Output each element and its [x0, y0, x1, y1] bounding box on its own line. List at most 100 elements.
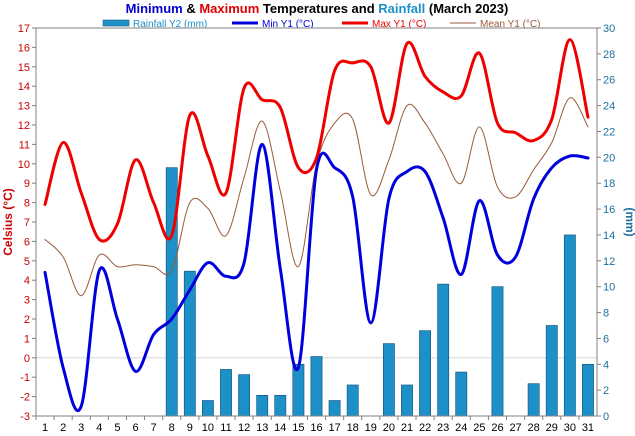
y-right-tick-label: 6: [603, 333, 609, 345]
x-tick-label: 5: [114, 422, 120, 434]
y-left-tick-label: 6: [24, 236, 30, 248]
y-left-tick-label: -1: [20, 372, 30, 384]
y-left-tick-label: 12: [18, 120, 30, 132]
chart-title-part-3: Temperatures and: [259, 1, 378, 16]
temperature-lines: [43, 38, 590, 413]
y-left-tick-label: -2: [20, 392, 30, 404]
y-right-tick-label: 2: [603, 385, 609, 397]
rainfall-bar-day-31: [582, 363, 594, 417]
x-tick-label: 18: [347, 422, 359, 434]
y-right-tick-label: 20: [603, 152, 615, 164]
x-tick-label: 19: [365, 422, 377, 434]
x-tick-label: 8: [169, 422, 175, 434]
rainfall-bar-day-15: [292, 363, 305, 417]
y-left-tick-label: 13: [18, 101, 30, 113]
x-tick-label: 4: [96, 422, 102, 434]
y-right-tick-label: 16: [603, 204, 615, 216]
y-axis-right-title: (mm): [623, 207, 635, 236]
x-tick-label: 10: [202, 422, 214, 434]
x-tick-label: 24: [455, 422, 467, 434]
y-right-tick-label: 4: [603, 359, 609, 371]
rainfall-bar-day-14: [274, 395, 287, 417]
y-left-tick-label: 11: [19, 139, 30, 151]
y-left-tick-label: 0: [24, 353, 30, 365]
x-tick-label: 22: [419, 422, 431, 434]
y-right-tick-label: 30: [603, 23, 615, 35]
rainfall-bar-day-10: [202, 400, 214, 417]
axes: -3-2-10123456789101112131415161702468101…: [18, 23, 616, 434]
chart-title-part-2: Maximum: [199, 1, 259, 16]
chart-title-part-1: &: [183, 1, 200, 16]
x-tick-label: 25: [473, 422, 485, 434]
x-tick-label: 30: [564, 422, 576, 434]
x-tick-label: 20: [383, 422, 395, 434]
y-right-tick-label: 0: [603, 411, 609, 423]
y-right-tick-label: 14: [603, 230, 615, 242]
x-tick-label: 17: [328, 422, 340, 434]
y-right-tick-label: 18: [603, 178, 615, 190]
x-tick-label: 7: [151, 422, 157, 434]
rainfall-bar-day-17: [328, 400, 341, 417]
y-left-tick-label: 3: [24, 295, 30, 307]
y-right-tick-label: 22: [603, 126, 615, 138]
chart-title-part-5: (March 2023): [425, 1, 508, 16]
x-tick-label: 23: [437, 422, 449, 434]
x-tick-label: 14: [274, 422, 286, 434]
x-tick-label: 1: [42, 422, 48, 434]
x-tick-label: 27: [509, 422, 521, 434]
y-right-tick-label: 28: [603, 49, 615, 61]
legend-label-0: Rainfall Y2 (mm): [133, 19, 207, 30]
min-temp-line: [43, 142, 590, 413]
rainfall-bar-day-28: [527, 383, 540, 417]
legend-label-1: Min Y1 (°C): [262, 19, 314, 30]
rainfall-bar-day-29: [545, 325, 558, 417]
y-left-tick-label: 1: [24, 333, 30, 345]
y-left-tick-label: 5: [24, 256, 30, 268]
rainfall-bar-day-20: [382, 343, 395, 417]
y-right-tick-label: 26: [603, 75, 615, 87]
y-left-tick-label: 14: [18, 81, 30, 93]
y-left-tick-label: 2: [24, 314, 30, 326]
legend-label-2: Max Y1 (°C): [372, 19, 426, 30]
y-left-tick-label: 9: [24, 178, 30, 190]
max-temp-line: [43, 38, 590, 243]
rainfall-bars: [165, 167, 594, 417]
legend-swatch-rainfall: [102, 19, 130, 27]
x-tick-label: 29: [546, 422, 558, 434]
rainfall-bar-day-13: [256, 395, 269, 417]
x-tick-label: 26: [491, 422, 503, 434]
x-tick-label: 9: [187, 422, 193, 434]
rainfall-bar-day-21: [401, 384, 413, 417]
plot-area: [35, 27, 598, 417]
rainfall-bar-day-24: [455, 371, 468, 417]
rainfall-bar-day-11: [220, 369, 232, 417]
x-tick-label: 13: [256, 422, 268, 434]
rainfall-bar-day-18: [346, 384, 359, 417]
y-right-tick-label: 12: [603, 256, 615, 268]
x-tick-label: 6: [132, 422, 138, 434]
y-left-tick-label: 4: [24, 275, 30, 287]
chart-title: Minimum & Maximum Temperatures and Rainf…: [126, 1, 509, 16]
chart-title-part-0: Minimum: [126, 1, 183, 16]
y-left-tick-label: -3: [20, 411, 30, 423]
x-tick-label: 15: [292, 422, 304, 434]
y-left-tick-label: 7: [24, 217, 30, 229]
rainfall-bar-day-22: [419, 330, 431, 417]
x-tick-label: 31: [582, 422, 594, 434]
y-left-tick-label: 17: [18, 23, 30, 35]
chart-title-part-4: Rainfall: [378, 1, 425, 16]
rainfall-bar-day-30: [563, 234, 576, 417]
rainfall-bar-day-26: [491, 286, 504, 417]
y-left-tick-label: 8: [24, 198, 30, 210]
x-tick-label: 11: [220, 422, 231, 434]
x-tick-label: 21: [401, 422, 413, 434]
rainfall-bar-day-16: [310, 356, 323, 417]
rainfall-bar-day-12: [238, 374, 251, 417]
y-axis-left-title: Celsius (°C): [1, 188, 15, 255]
rainfall-bar-day-9: [183, 270, 196, 417]
y-left-tick-label: 15: [18, 62, 30, 74]
x-tick-label: 12: [238, 422, 250, 434]
y-right-tick-label: 10: [603, 282, 615, 294]
